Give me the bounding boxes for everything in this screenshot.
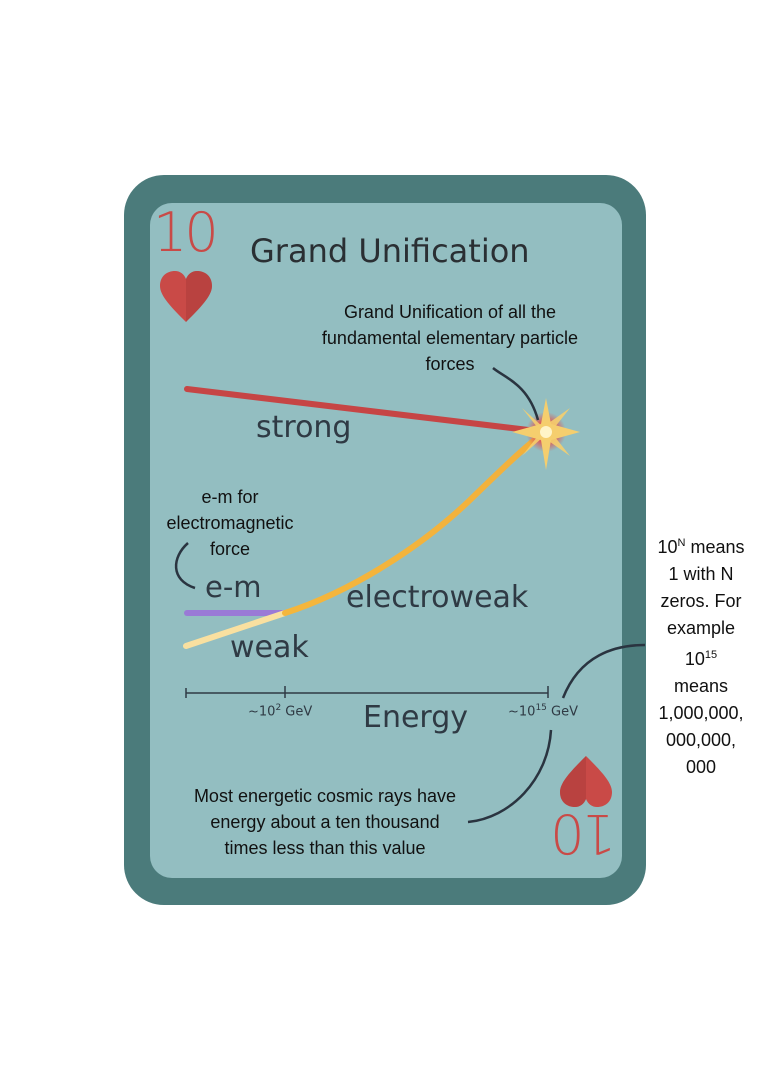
notation-note-line: 1015: [684, 649, 718, 669]
callout-em: [174, 542, 196, 590]
notation-note-line: 1,000,000,: [658, 703, 744, 723]
notation-note-line: 1 with N: [668, 564, 734, 584]
em-note-line: force: [209, 539, 251, 559]
weak-label: weak: [230, 630, 309, 665]
notation-note-line: 10N means: [657, 537, 745, 557]
tick-label-high: ~1015 GeV: [508, 703, 578, 720]
unification-burst: [512, 398, 580, 470]
cosmic-rays-note-line: Most energetic cosmic rays have: [193, 786, 457, 806]
cosmic-rays-note-line: energy about a ten thousand: [210, 812, 440, 832]
energy-axis: [185, 686, 549, 698]
electroweak-force-line: [282, 429, 548, 616]
notation-note-line: 000,000,: [665, 730, 737, 750]
cosmic-rays-note-line: times less than this value: [224, 838, 426, 858]
notation-note-line: 000: [685, 757, 717, 777]
rank-top: 10: [153, 201, 219, 264]
notation-note-line: zeros. For: [660, 591, 742, 611]
card-title: Grand Unification: [250, 232, 530, 270]
notation-note-line: example: [666, 618, 736, 638]
callout-unification: [492, 367, 540, 421]
unification-note: Grand Unification of all the fundamental…: [290, 299, 610, 377]
notation-note: 10N means 1 with N zeros. For example 10…: [646, 530, 756, 781]
em-label: e-m: [205, 570, 262, 604]
weak-force-line: [183, 610, 288, 649]
tick-label-low: ~102 GeV: [248, 703, 313, 720]
notation-note-line: means: [673, 676, 729, 696]
strong-force-line: [184, 386, 548, 435]
callout-cosmic-rays: [467, 729, 553, 824]
unification-note-line: Grand Unification of all the: [343, 302, 557, 322]
strong-label: strong: [256, 410, 352, 445]
unification-note-line: forces: [425, 354, 475, 374]
electroweak-label: electroweak: [346, 580, 529, 615]
heart-icon: [560, 756, 612, 807]
heart-icon: [160, 271, 212, 322]
em-note-line: electromagnetic: [166, 513, 294, 533]
unification-note-line: fundamental elementary particle: [321, 328, 579, 348]
em-note: e-m for electromagnetic force: [150, 484, 310, 562]
em-note-line: e-m for: [201, 487, 259, 507]
axis-label: Energy: [363, 700, 469, 735]
callout-notation: [561, 643, 646, 699]
cosmic-rays-note: Most energetic cosmic rays have energy a…: [170, 783, 480, 861]
